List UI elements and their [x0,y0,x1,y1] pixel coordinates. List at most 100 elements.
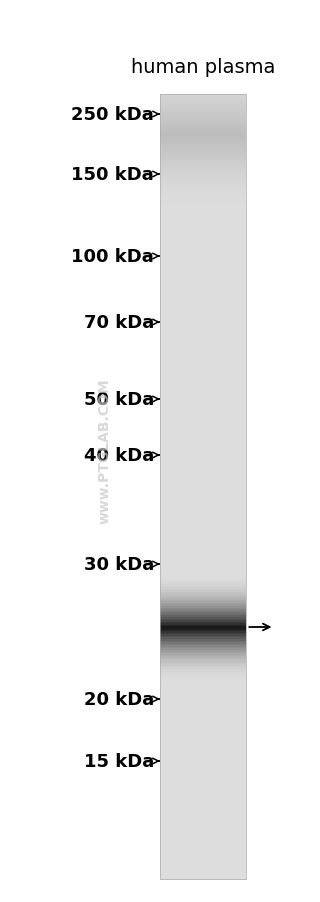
Bar [160,170,246,172]
Bar [160,281,246,283]
Bar [160,705,246,707]
Bar [160,97,246,100]
Bar [160,254,246,257]
Bar [160,750,246,751]
Text: 20 kDa: 20 kDa [84,690,154,708]
Bar [160,644,246,646]
Bar [160,831,246,833]
Bar [160,381,246,382]
Bar [160,519,246,520]
Bar [160,447,246,450]
Bar [160,622,246,624]
Bar [160,630,246,632]
Bar [160,432,246,434]
Bar [160,756,246,758]
Bar [160,283,246,285]
Bar [160,602,246,603]
Bar [160,837,246,839]
Bar [160,226,246,228]
Bar [160,550,246,552]
Bar [160,124,246,126]
Bar [160,417,246,419]
Bar [160,720,246,722]
Bar [160,328,246,331]
Bar [160,465,246,467]
Bar [160,315,246,317]
Bar [160,842,246,844]
Bar [160,173,246,175]
Bar [160,509,246,511]
Bar [160,179,246,181]
Bar [160,457,246,459]
Bar [160,769,246,771]
Bar [160,640,246,641]
Bar [160,502,246,503]
Bar [160,704,246,705]
Bar [160,230,246,232]
Bar [160,115,246,117]
Bar [160,335,246,337]
Bar [160,653,246,656]
Bar [160,795,246,796]
Text: 30 kDa: 30 kDa [84,556,154,574]
Bar [160,570,246,573]
Bar [160,112,246,114]
Bar [160,835,246,838]
Bar [160,547,246,548]
Bar [160,364,246,365]
Bar [160,487,246,489]
Bar [160,133,246,136]
Bar [160,383,246,385]
Bar [160,862,246,864]
Bar [160,693,246,695]
Bar [160,563,246,565]
Bar [160,865,246,868]
Bar [160,515,246,518]
Bar [160,526,246,529]
Bar [160,423,246,425]
Bar [160,512,246,514]
Bar [160,385,246,387]
Bar [160,731,246,732]
Bar [160,689,246,692]
Bar [160,798,246,800]
Bar [160,271,246,272]
Bar [160,566,246,567]
Bar [160,614,246,616]
Bar [160,829,246,832]
Bar [160,411,246,414]
Bar [160,357,246,359]
Bar [160,840,246,842]
Bar [160,478,246,480]
Bar [160,225,246,227]
Bar [160,375,246,378]
Bar [160,805,246,808]
Bar [160,851,246,853]
Bar [160,101,246,103]
Bar [160,738,246,741]
Bar [160,641,246,643]
Bar [160,606,246,609]
Bar [160,599,246,601]
Bar [160,611,246,613]
Bar [160,548,246,550]
Bar [160,243,246,244]
Bar [160,387,246,389]
Bar [160,175,246,177]
Bar [160,280,246,282]
Bar [160,442,246,444]
Bar [160,146,246,149]
Bar [160,279,246,281]
Bar [160,557,246,558]
Bar [160,139,246,141]
Bar [160,290,246,291]
Bar [160,733,246,735]
Bar [160,699,246,701]
Bar [160,181,246,183]
Bar [160,810,246,813]
Bar [160,104,246,106]
Bar [160,426,246,428]
Bar [160,244,246,246]
Bar [160,190,246,192]
Bar [160,292,246,295]
